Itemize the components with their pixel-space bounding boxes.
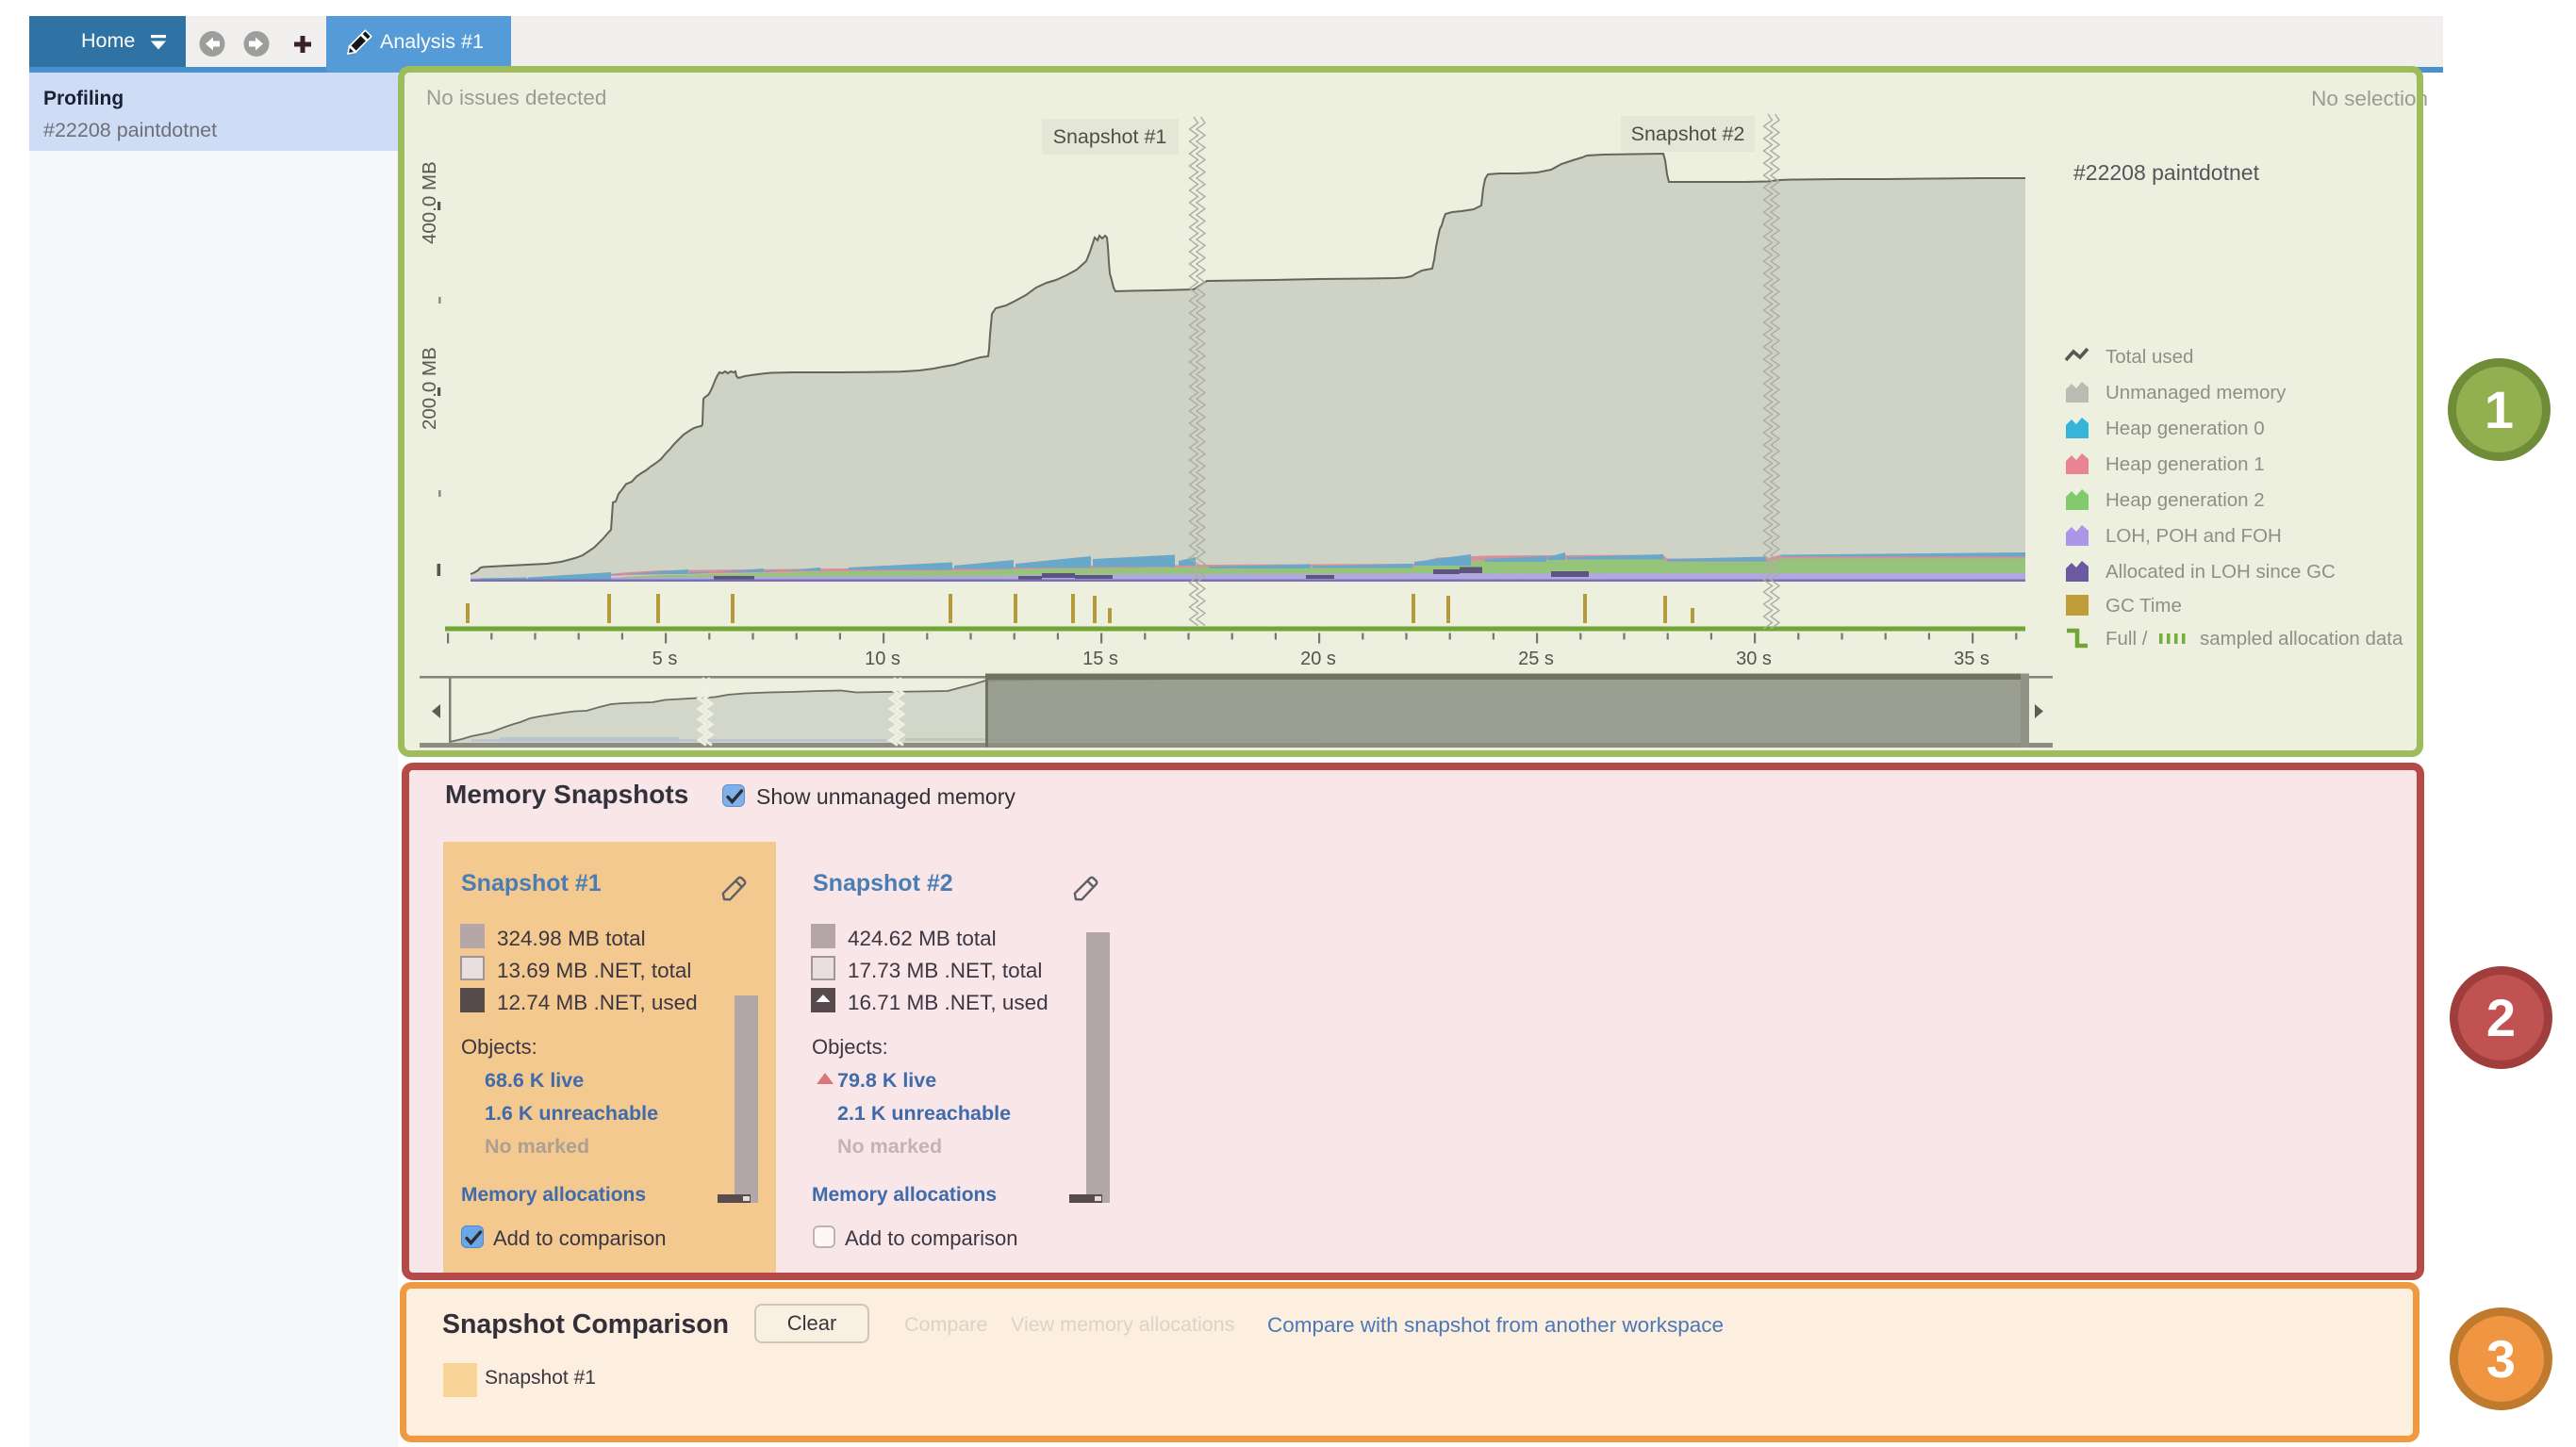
svg-text:Snapshot #2: Snapshot #2	[1631, 123, 1745, 145]
svg-text:5 s: 5 s	[652, 649, 678, 669]
svg-text:25 s: 25 s	[1518, 649, 1554, 669]
svg-text:400.0 MB: 400.0 MB	[419, 161, 440, 244]
svg-text:Total used: Total used	[2105, 346, 2193, 368]
svg-text:30 s: 30 s	[1736, 649, 1772, 669]
svg-text:Heap generation 2: Heap generation 2	[2105, 489, 2265, 511]
svg-text:No issues detected: No issues detected	[426, 86, 606, 109]
svg-text:Unmanaged memory: Unmanaged memory	[2105, 382, 2287, 403]
svg-text:sampled allocation data: sampled allocation data	[2200, 628, 2403, 650]
svg-text:Heap generation 0: Heap generation 0	[2105, 418, 2265, 439]
svg-text:GC Time: GC Time	[2105, 595, 2182, 617]
svg-text:Full /: Full /	[2105, 628, 2148, 650]
svg-text:15 s: 15 s	[1082, 649, 1118, 669]
svg-text:Heap generation 1: Heap generation 1	[2105, 453, 2265, 475]
svg-text:#22208 paintdotnet: #22208 paintdotnet	[2073, 160, 2260, 185]
svg-text:LOH, POH and FOH: LOH, POH and FOH	[2105, 525, 2282, 547]
svg-text:35 s: 35 s	[1954, 649, 1990, 669]
svg-text:Allocated in LOH since GC: Allocated in LOH since GC	[2105, 561, 2336, 583]
svg-text:20 s: 20 s	[1300, 649, 1336, 669]
svg-text:200.0 MB: 200.0 MB	[419, 347, 440, 430]
svg-text:10 s: 10 s	[865, 649, 900, 669]
svg-text:Snapshot #1: Snapshot #1	[1053, 125, 1167, 148]
svg-text:No selection: No selection	[2311, 87, 2428, 110]
